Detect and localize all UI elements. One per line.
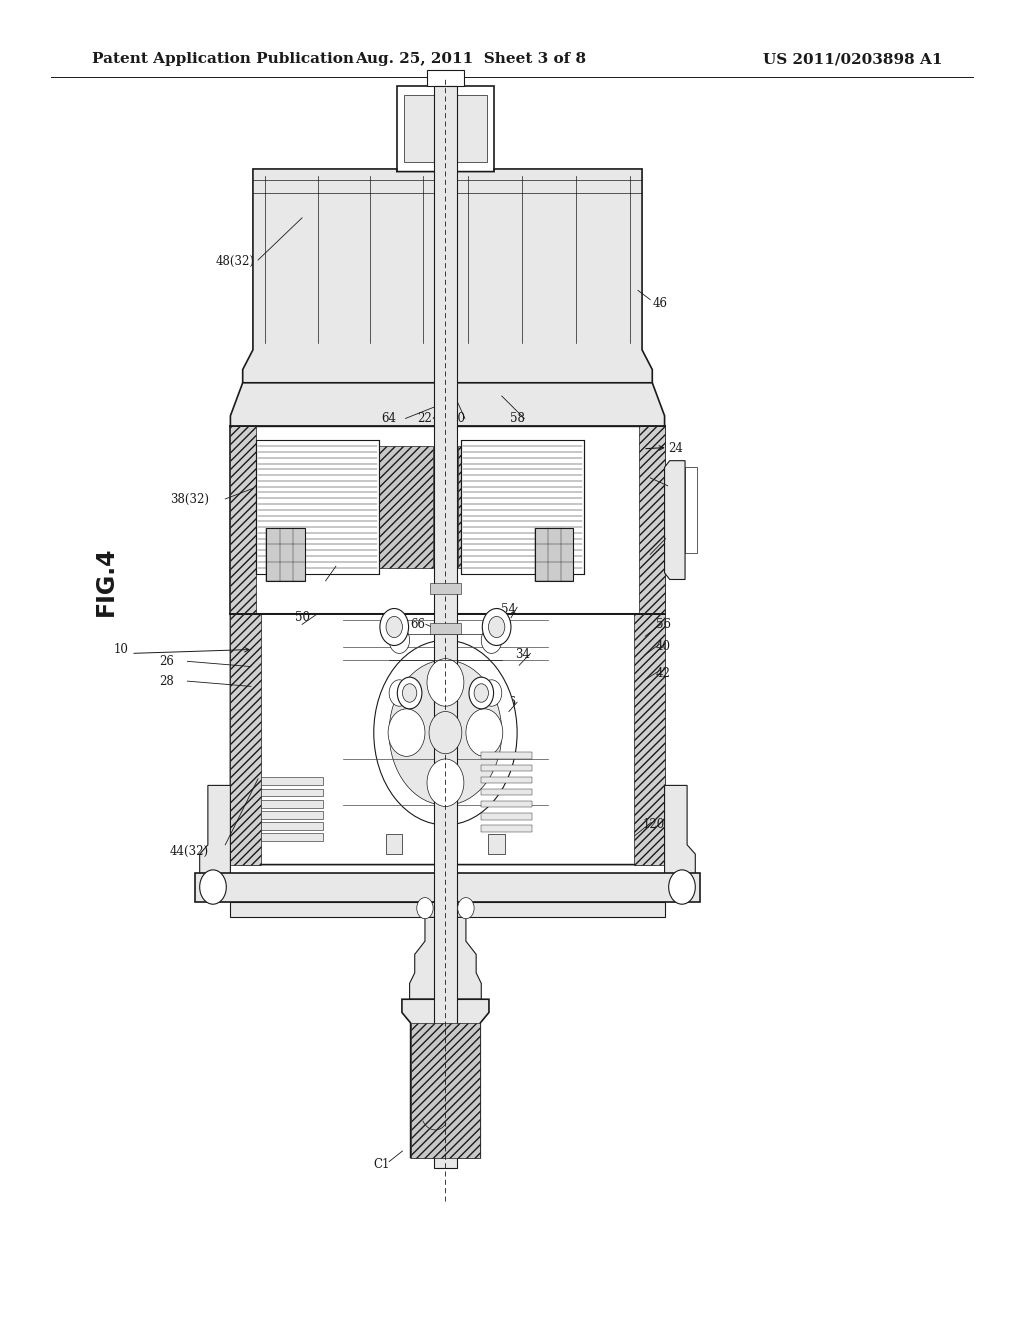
Circle shape	[429, 711, 462, 754]
Bar	[261, 777, 323, 785]
Bar	[481, 789, 532, 795]
Bar	[403, 95, 487, 162]
Text: US 2011/0203898 A1: US 2011/0203898 A1	[763, 53, 942, 66]
Text: 52: 52	[669, 535, 683, 548]
Bar	[397, 86, 495, 172]
Bar	[266, 528, 305, 581]
Bar	[386, 834, 402, 854]
Polygon shape	[401, 999, 489, 1158]
Text: 56: 56	[656, 618, 671, 631]
Text: Aug. 25, 2011  Sheet 3 of 8: Aug. 25, 2011 Sheet 3 of 8	[355, 53, 587, 66]
Text: 60: 60	[451, 412, 465, 425]
Circle shape	[669, 870, 695, 904]
Bar	[639, 426, 665, 614]
Bar	[481, 752, 532, 759]
Bar	[488, 834, 505, 854]
Text: 66: 66	[411, 618, 425, 631]
Text: 120: 120	[642, 818, 665, 832]
Text: 22: 22	[428, 1100, 442, 1113]
Polygon shape	[230, 383, 665, 426]
Text: 38(32): 38(32)	[170, 492, 209, 506]
Bar	[535, 528, 573, 581]
Circle shape	[482, 609, 511, 645]
Polygon shape	[230, 614, 665, 865]
Bar	[261, 833, 323, 841]
Bar	[261, 788, 323, 796]
Bar	[481, 825, 532, 832]
Text: 36: 36	[502, 696, 516, 709]
Text: 24: 24	[669, 442, 683, 455]
Text: 48(32): 48(32)	[216, 255, 255, 268]
Circle shape	[380, 609, 409, 645]
Text: 22: 22	[418, 412, 432, 425]
Circle shape	[466, 709, 503, 756]
Bar	[461, 440, 584, 574]
Polygon shape	[665, 461, 685, 579]
Bar	[261, 822, 323, 830]
Bar	[230, 614, 261, 865]
Circle shape	[374, 640, 517, 825]
Text: 42: 42	[656, 667, 671, 680]
Bar	[634, 614, 665, 865]
Polygon shape	[230, 426, 665, 614]
Text: 46: 46	[653, 297, 668, 310]
Text: 40: 40	[656, 640, 671, 653]
Text: 28: 28	[160, 675, 174, 688]
Text: FIG.4: FIG.4	[93, 546, 118, 615]
Circle shape	[488, 616, 505, 638]
Circle shape	[386, 616, 402, 638]
Bar	[261, 800, 323, 808]
Polygon shape	[200, 785, 230, 902]
Circle shape	[481, 680, 502, 706]
Circle shape	[389, 680, 410, 706]
Circle shape	[481, 627, 502, 653]
Bar	[481, 813, 532, 820]
Bar	[379, 446, 433, 568]
Bar	[434, 86, 457, 1168]
Circle shape	[417, 898, 433, 919]
Circle shape	[388, 709, 425, 756]
Bar	[430, 583, 461, 594]
Bar	[458, 446, 461, 568]
Circle shape	[427, 759, 464, 807]
Circle shape	[427, 659, 464, 706]
Circle shape	[458, 898, 474, 919]
Bar	[481, 776, 532, 783]
Bar	[411, 1023, 480, 1158]
Bar	[230, 426, 256, 614]
Text: 64: 64	[382, 412, 396, 425]
Polygon shape	[243, 169, 652, 383]
Text: 50: 50	[295, 611, 309, 624]
Text: 34: 34	[515, 648, 529, 661]
Text: 58: 58	[510, 412, 524, 425]
Polygon shape	[410, 917, 481, 999]
Text: 122: 122	[665, 482, 687, 495]
Text: Patent Application Publication: Patent Application Publication	[92, 53, 354, 66]
Bar	[685, 467, 697, 553]
Text: 44(32): 44(32)	[170, 845, 209, 858]
Circle shape	[402, 684, 417, 702]
Bar	[195, 873, 700, 902]
Circle shape	[389, 627, 410, 653]
Bar	[430, 623, 461, 634]
Bar	[256, 440, 379, 574]
Bar	[230, 902, 665, 917]
Circle shape	[469, 677, 494, 709]
Text: 62: 62	[315, 560, 330, 573]
Text: 10: 10	[114, 643, 128, 656]
Polygon shape	[665, 785, 695, 902]
Bar	[261, 810, 323, 818]
Text: 26: 26	[160, 655, 174, 668]
Circle shape	[200, 870, 226, 904]
Text: C1: C1	[374, 1158, 390, 1171]
Bar	[481, 801, 532, 808]
Circle shape	[397, 677, 422, 709]
Bar	[427, 70, 464, 86]
Circle shape	[389, 660, 502, 805]
Bar	[481, 764, 532, 771]
Text: 54: 54	[502, 603, 516, 616]
Circle shape	[474, 684, 488, 702]
